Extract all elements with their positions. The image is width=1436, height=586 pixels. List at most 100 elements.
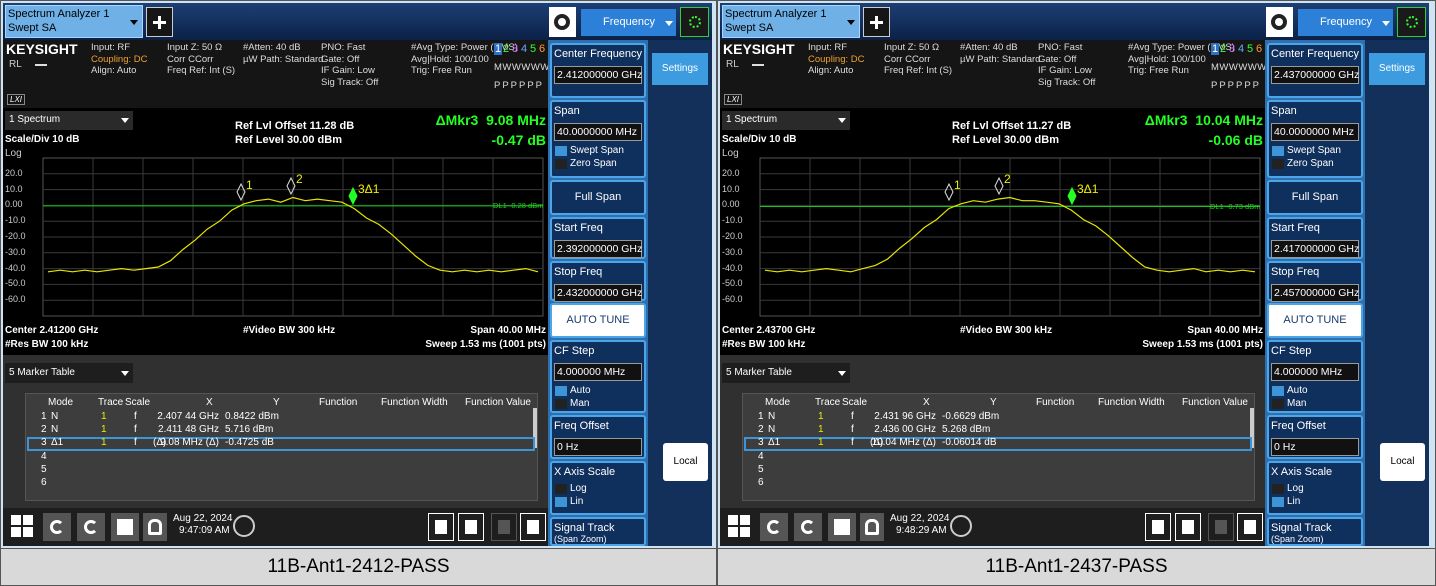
marker-label: 2 <box>1004 172 1011 186</box>
cell-y: 5.716 dBm <box>225 424 273 435</box>
y-tick-label: 10.0 <box>5 184 23 194</box>
softkey-value: 4.000000 MHz <box>1271 363 1359 381</box>
arrow-icon <box>84 520 98 534</box>
keyboard-button[interactable] <box>950 515 972 537</box>
undo-button[interactable] <box>760 513 788 541</box>
taskbar-tool[interactable] <box>1175 513 1201 541</box>
marker-label: 3Δ1 <box>358 182 379 196</box>
activity-icon[interactable] <box>680 7 709 37</box>
help-button[interactable] <box>143 513 167 541</box>
cell-trace: 1 <box>818 424 824 435</box>
local-button[interactable]: Local <box>663 443 708 481</box>
menu-dropdown[interactable]: Frequency <box>581 9 676 36</box>
softkey[interactable]: AUTO TUNE <box>1267 303 1363 338</box>
y-tick-label: -50.0 <box>5 278 26 288</box>
footer-center: Center 2.43700 GHz <box>722 325 815 336</box>
redo-button[interactable] <box>794 513 822 541</box>
softkey-value: 2.412000000 GHz <box>554 66 642 84</box>
marker-diamond <box>287 178 295 194</box>
cell-y: 0.8422 dBm <box>225 411 279 422</box>
help-icon <box>865 519 879 535</box>
y-tick-label: -60.0 <box>5 294 26 304</box>
activity-icon[interactable] <box>1397 7 1426 37</box>
settings-gear[interactable] <box>1266 7 1293 37</box>
file-button[interactable] <box>828 513 856 541</box>
settings-button[interactable]: Settings <box>1369 53 1425 85</box>
table-dropdown[interactable]: 5 Marker Table <box>722 363 850 383</box>
marker-label: 2 <box>296 172 303 186</box>
redo-button[interactable] <box>77 513 105 541</box>
taskbar-tool[interactable] <box>491 513 517 541</box>
table-dropdown[interactable]: 5 Marker Table <box>5 363 133 383</box>
y-tick-label: -20.0 <box>5 231 26 241</box>
table-header: Y <box>273 397 280 408</box>
taskbar-tool[interactable] <box>458 513 484 541</box>
spectrum-plot <box>3 3 548 358</box>
arrow-icon <box>50 520 64 534</box>
settings-gear[interactable] <box>549 7 576 37</box>
screenshot-cell: Spectrum Analyzer 1Swept SAFrequencyKEYS… <box>717 0 1436 549</box>
softkey-button-label: AUTO TUNE <box>1269 314 1361 326</box>
local-button[interactable]: Local <box>1380 443 1425 481</box>
undo-button[interactable] <box>43 513 71 541</box>
dropdown-arrow <box>665 21 673 26</box>
softkey-option: Swept Span <box>1287 145 1341 156</box>
softkey-value: 40.0000000 MHz <box>554 123 642 141</box>
taskbar-tool[interactable] <box>520 513 546 541</box>
softkey-label: Freq Offset <box>1271 420 1326 432</box>
softkey[interactable]: Signal Track(Span Zoom) <box>550 517 646 546</box>
screenshot-cell: Spectrum Analyzer 1Swept SAFrequencyKEYS… <box>0 0 717 549</box>
gear-icon <box>1271 14 1287 30</box>
softkey[interactable]: AUTO TUNE <box>550 303 646 338</box>
footer-rbw: #Res BW 100 kHz <box>5 339 88 350</box>
taskbar-tool[interactable] <box>1208 513 1234 541</box>
softkey-sub: (Span Zoom) <box>554 534 607 544</box>
help-button[interactable] <box>860 513 884 541</box>
footer-span: Span 40.00 MHz <box>1187 325 1263 336</box>
softkey[interactable]: Full Span <box>1267 180 1363 215</box>
menu-dropdown[interactable]: Frequency <box>1298 9 1393 36</box>
windows-button[interactable] <box>11 515 33 537</box>
option-indicator <box>555 497 567 507</box>
dropdown-arrow <box>1382 21 1390 26</box>
y-tick-label: -40.0 <box>5 263 26 273</box>
taskbar-tool[interactable] <box>1237 513 1263 541</box>
arrow-icon <box>767 520 781 534</box>
marker-diamond <box>1068 188 1076 204</box>
softkey[interactable]: Full Span <box>550 180 646 215</box>
table-header: Mode <box>48 397 73 408</box>
settings-button[interactable]: Settings <box>652 53 708 85</box>
taskbar-tool[interactable] <box>1145 513 1171 541</box>
taskbar-tool[interactable] <box>428 513 454 541</box>
softkey[interactable]: Signal Track(Span Zoom) <box>1267 517 1363 546</box>
option-indicator <box>1272 386 1284 396</box>
cell-trace: 1 <box>101 437 107 448</box>
report-page: Spectrum Analyzer 1Swept SAFrequencyKEYS… <box>0 0 1436 586</box>
cell-n: 1 <box>758 411 764 422</box>
cell-mode: N <box>768 411 775 422</box>
screen: Spectrum Analyzer 1Swept SAFrequencyKEYS… <box>720 3 1429 546</box>
keyboard-button[interactable] <box>233 515 255 537</box>
file-button[interactable] <box>111 513 139 541</box>
option-indicator <box>555 146 567 156</box>
softkey-button-label: Full Span <box>552 191 644 203</box>
table-header: Function Width <box>1098 397 1165 408</box>
table-header: Trace <box>98 397 123 408</box>
windows-button[interactable] <box>728 515 750 537</box>
y-tick-label: -30.0 <box>5 247 26 257</box>
windows-pane <box>740 515 750 525</box>
